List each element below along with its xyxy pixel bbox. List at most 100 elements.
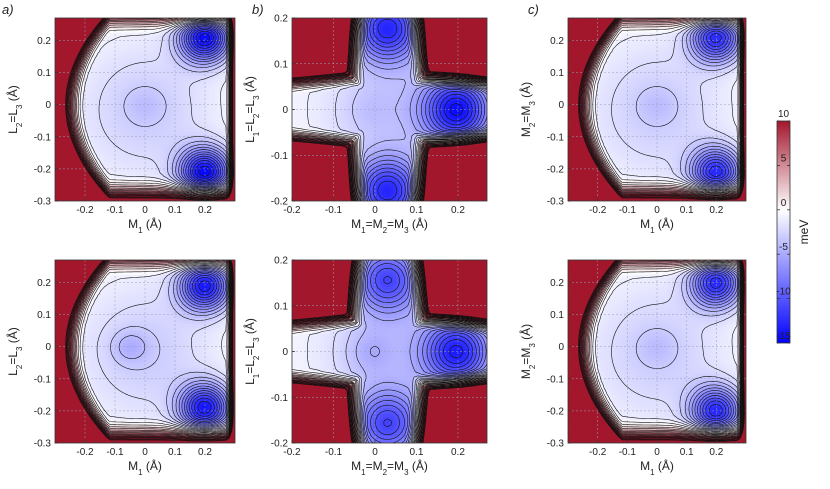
heatmap-cell [157,87,161,92]
heatmap-cell [379,156,384,160]
heatmap-cell [59,19,64,24]
heatmap-cell [129,156,134,160]
heatmap-cell [96,75,100,80]
heatmap-cell [409,159,414,163]
heatmap-cell [126,128,131,132]
heatmap-cell [326,156,331,160]
heatmap-cell [455,152,460,157]
heatmap-cell [482,187,486,191]
heatmap-cell [102,103,106,107]
heatmap-cell [206,168,210,173]
heatmap-cell [303,187,308,191]
heatmap-cell [382,137,387,142]
heatmap-cell [65,143,70,148]
heatmap-cell [175,81,180,86]
heatmap-cell [87,81,91,86]
heatmap-cell [74,177,79,182]
heatmap-cell [406,193,410,197]
heatmap-cell [482,152,486,157]
heatmap-cell [196,100,201,104]
heatmap-cell [184,143,189,148]
heatmap-cell [74,25,79,30]
heatmap-cell [59,28,64,33]
heatmap-cell [163,19,167,24]
heatmap-cell [83,103,88,107]
heatmap-cell [233,97,235,101]
heatmap-cell [306,149,311,154]
heatmap-cell [117,72,122,76]
heatmap-cell [455,165,460,170]
heatmap-cell [151,187,155,191]
heatmap-cell [138,171,143,176]
heatmap-cell [175,109,180,114]
heatmap-cell [77,72,82,76]
heatmap-cell [123,121,128,126]
heatmap-cell [169,109,174,114]
heatmap-cell [138,56,143,61]
heatmap-cell [93,128,97,132]
heatmap-cell [148,180,152,185]
heatmap-cell [233,78,235,83]
heatmap-cell [126,31,131,36]
heatmap-cell [369,171,374,176]
heatmap-cell [184,72,189,76]
heatmap-cell [175,103,180,107]
heatmap-cell [90,81,94,86]
heatmap-cell [111,53,116,58]
heatmap-cell [415,137,420,142]
y-tick-label: 0.1 [37,68,51,79]
heatmap-cell [111,106,116,111]
heatmap-cell [148,112,152,117]
heatmap-cell [293,183,298,188]
heatmap-cell [468,162,473,166]
heatmap-cell [117,100,122,104]
heatmap-cell [65,38,70,42]
heatmap-cell [151,56,155,61]
heatmap-cell [202,19,207,24]
heatmap-cell [105,75,109,80]
heatmap-cell [215,137,219,142]
heatmap-cell [120,78,125,83]
heatmap-cell [135,156,140,160]
heatmap-cell [172,103,177,107]
heatmap-cell [138,97,143,101]
heatmap-cell [356,152,361,157]
heatmap-cell [71,44,76,49]
heatmap-cell [135,143,140,148]
heatmap-cell [212,44,216,49]
heatmap-cell [409,156,414,160]
heatmap-cell [233,199,235,201]
heatmap-cell [102,53,106,58]
heatmap-cell [181,134,186,139]
heatmap-cell [175,69,180,73]
heatmap-cell [425,168,430,173]
heatmap-cell [117,168,122,173]
heatmap-cell [117,90,122,95]
heatmap-cell [462,146,467,151]
heatmap-cell [62,81,67,86]
heatmap-cell [93,75,97,80]
heatmap-cell [323,159,328,163]
heatmap-cell [108,41,113,45]
heatmap-cell [310,149,315,154]
heatmap-cell [111,118,116,123]
heatmap-cell [485,165,487,170]
heatmap-cell [145,106,149,111]
heatmap-cell [117,93,122,98]
heatmap-cell [369,177,374,182]
heatmap-cell [343,152,348,157]
heatmap-cell [224,81,228,86]
heatmap-cell [409,134,414,139]
heatmap-cell [196,59,201,64]
heatmap-cell [77,38,82,42]
heatmap-cell [138,38,143,42]
heatmap-cell [169,131,174,135]
heatmap-cell [224,115,228,120]
heatmap-cell [202,50,207,55]
heatmap-cell [184,177,189,182]
heatmap-cell [138,78,143,83]
heatmap-cell [83,196,88,201]
heatmap-cell [138,93,143,98]
heatmap-cell [138,41,143,45]
heatmap-cell [172,72,177,76]
